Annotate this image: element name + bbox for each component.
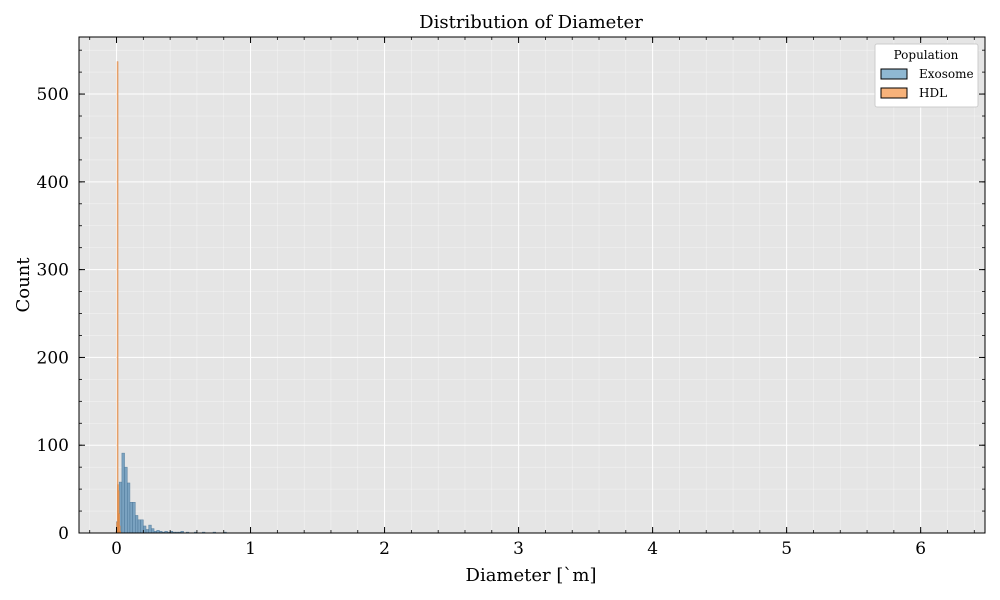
legend-label-exosome: Exosome	[919, 67, 974, 81]
x-tick-label: 2	[379, 539, 390, 559]
y-tick-label: 500	[37, 85, 69, 105]
histogram-bar	[148, 524, 152, 534]
y-tick-label: 100	[37, 436, 69, 456]
y-axis-label: Count	[13, 257, 34, 313]
legend-title: Population	[894, 48, 959, 62]
plot-frame	[78, 36, 986, 534]
legend-swatch-hdl	[880, 87, 908, 99]
legend: Population Exosome HDL	[874, 43, 979, 108]
x-tick-label: 5	[781, 539, 792, 559]
grid-lines	[79, 37, 985, 534]
plot-area	[79, 37, 985, 533]
histogram-bar	[140, 519, 144, 534]
histogram-bar	[129, 502, 133, 534]
histogram-bar	[135, 515, 139, 534]
histogram-bar	[124, 466, 128, 534]
y-tick-label: 200	[37, 348, 69, 368]
x-tick-label: 3	[513, 539, 524, 559]
y-tick-label: 300	[37, 261, 69, 281]
x-tick-label: 1	[245, 539, 256, 559]
legend-label-hdl: HDL	[919, 86, 947, 100]
chart-title: Distribution of Diameter	[419, 12, 643, 33]
histogram-bar	[143, 525, 147, 534]
histogram-bar	[132, 502, 136, 534]
axis-ticks: 0 1 2 3 4 5 6 0 100 200 300 400 500	[37, 37, 985, 559]
x-tick-label: 4	[647, 539, 658, 559]
histogram-bar	[145, 529, 149, 534]
x-axis-label: Diameter [`m]	[466, 565, 597, 586]
y-tick-label: 0	[58, 524, 69, 544]
histogram-bar	[116, 61, 119, 534]
histogram-bar	[151, 528, 155, 534]
x-tick-label: 6	[915, 539, 926, 559]
histogram-bar	[137, 519, 141, 534]
legend-swatch-exosome	[880, 68, 908, 80]
x-tick-label: 0	[111, 539, 122, 559]
histogram-bar	[126, 482, 131, 534]
histogram-bar	[121, 452, 125, 534]
exosome-bars	[116, 452, 227, 534]
y-tick-label: 400	[37, 173, 69, 193]
